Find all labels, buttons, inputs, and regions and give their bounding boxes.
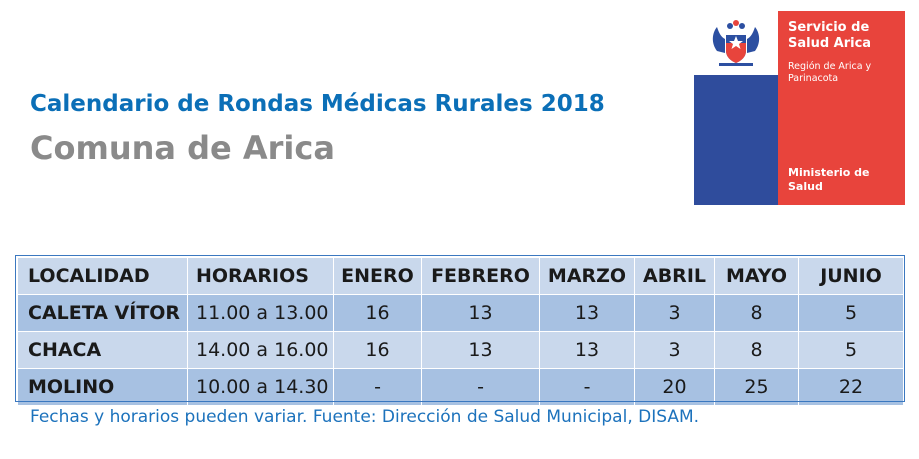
cell-junio: 5 (798, 294, 904, 332)
cell-horario: 11.00 a 13.00 (187, 294, 334, 332)
logo-bottom2: Salud (788, 180, 823, 193)
header-abril: ABRIL (634, 257, 715, 295)
cell-abril: 3 (634, 331, 715, 369)
cell-abril: 20 (634, 368, 715, 406)
schedule-table: LOCALIDAD HORARIOS ENERO FEBRERO MARZO A… (17, 257, 904, 406)
cell-marzo: 13 (539, 331, 635, 369)
header-enero: ENERO (333, 257, 422, 295)
logo-line1: Servicio de (788, 20, 870, 35)
cell-mayo: 8 (714, 294, 799, 332)
cell-mayo: 25 (714, 368, 799, 406)
cell-marzo: - (539, 368, 635, 406)
cell-mayo: 8 (714, 331, 799, 369)
ministry-logo: Servicio de Salud Arica Región de Arica … (694, 11, 905, 205)
cell-abril: 3 (634, 294, 715, 332)
cell-horario: 10.00 a 14.30 (187, 368, 334, 406)
cell-febrero: 13 (421, 331, 540, 369)
footnote: Fechas y horarios pueden variar. Fuente:… (30, 407, 700, 427)
header-localidad: LOCALIDAD (17, 257, 188, 295)
cell-marzo: 13 (539, 294, 635, 332)
table-row: MOLINO 10.00 a 14.30 - - - 20 25 22 (17, 368, 904, 406)
page-title: Calendario de Rondas Médicas Rurales 201… (30, 91, 605, 117)
header-marzo: MARZO (539, 257, 635, 295)
cell-localidad: MOLINO (17, 368, 188, 406)
logo-service-name: Servicio de Salud Arica (788, 20, 871, 52)
cell-enero: 16 (333, 331, 422, 369)
header-febrero: FEBRERO (421, 257, 540, 295)
header-horarios: HORARIOS (187, 257, 334, 295)
cell-localidad: CHACA (17, 331, 188, 369)
cell-junio: 5 (798, 331, 904, 369)
page-subtitle: Comuna de Arica (30, 129, 335, 167)
cell-enero: - (333, 368, 422, 406)
emblem-area (694, 11, 778, 75)
cell-localidad: CALETA VÍTOR (17, 294, 188, 332)
logo-sub2: Parinacota (788, 73, 839, 84)
table-row: CALETA VÍTOR 11.00 a 13.00 16 13 13 3 8 … (17, 294, 904, 332)
logo-ministry: Ministerio de Salud (788, 166, 870, 194)
logo-region: Región de Arica y Parinacota (788, 61, 871, 85)
cell-febrero: 13 (421, 294, 540, 332)
cell-junio: 22 (798, 368, 904, 406)
table-row: CHACA 14.00 a 16.00 16 13 13 3 8 5 (17, 331, 904, 369)
chile-coat-of-arms-icon (712, 20, 760, 66)
header-mayo: MAYO (714, 257, 799, 295)
logo-blue-fill (694, 75, 778, 205)
header-junio: JUNIO (798, 257, 904, 295)
logo-sub1: Región de Arica y (788, 61, 872, 72)
table-header-row: LOCALIDAD HORARIOS ENERO FEBRERO MARZO A… (17, 257, 904, 295)
cell-enero: 16 (333, 294, 422, 332)
logo-red-panel: Servicio de Salud Arica Región de Arica … (778, 11, 905, 205)
logo-blue-panel (694, 11, 778, 205)
logo-line2: Salud Arica (788, 36, 872, 51)
cell-febrero: - (421, 368, 540, 406)
logo-bottom1: Ministerio de (788, 166, 870, 179)
cell-horario: 14.00 a 16.00 (187, 331, 334, 369)
